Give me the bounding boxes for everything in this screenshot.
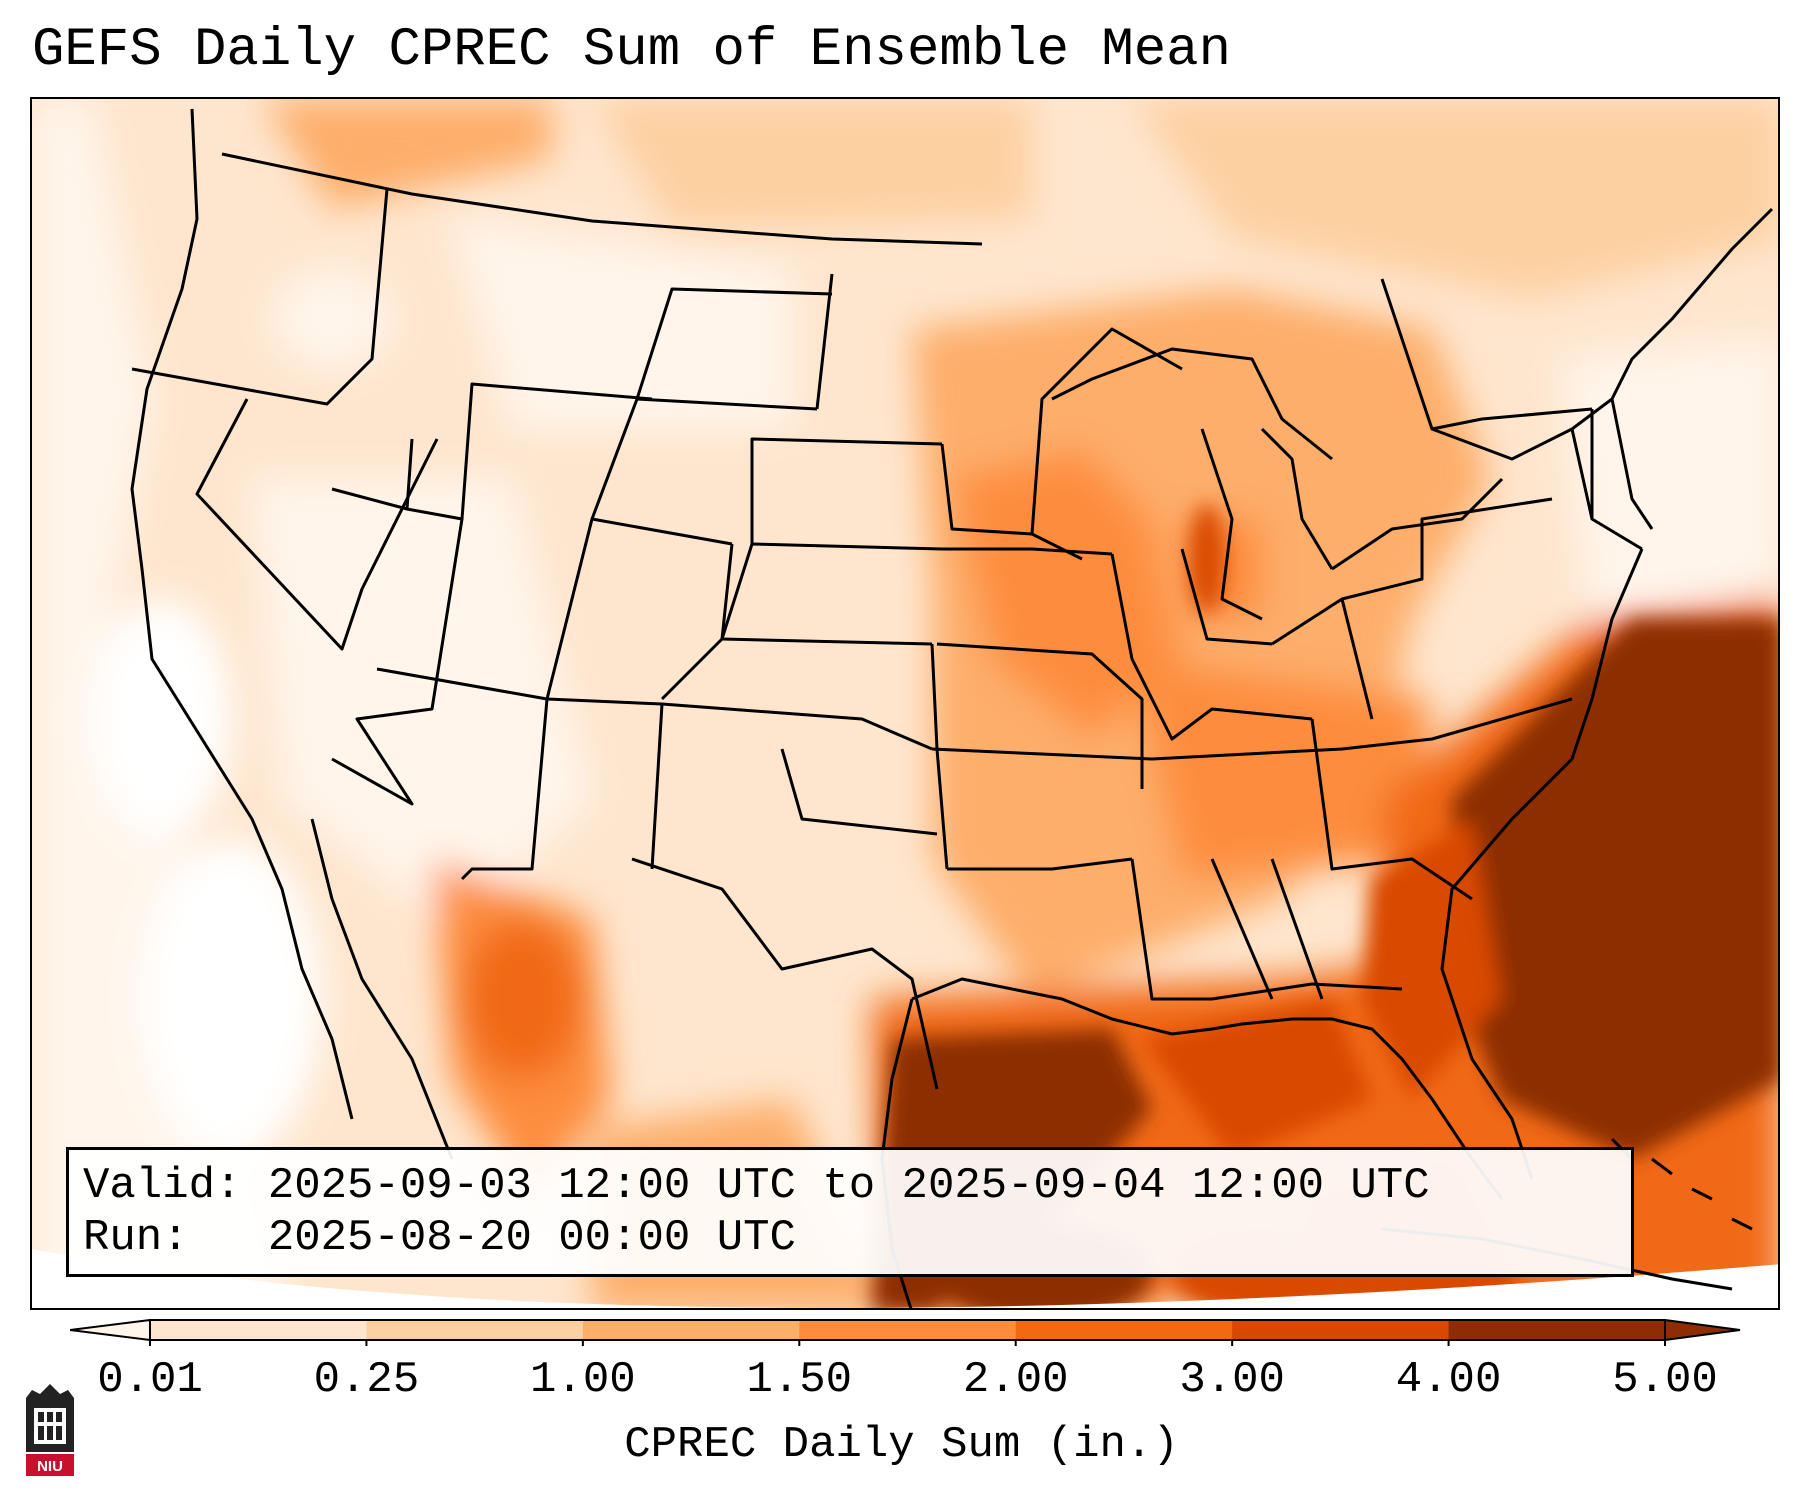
colorbar [70, 1318, 1741, 1346]
valid-run-box: Valid: 2025-09-03 12:00 UTC to 2025-09-0… [66, 1147, 1634, 1277]
colorbar-extend-high [1664, 1318, 1741, 1342]
svg-text:NIU: NIU [37, 1458, 63, 1475]
great-lakes-shore [1051, 347, 1333, 461]
colorbar-segment [366, 1320, 584, 1340]
colorbar-tick-label: 2.00 [962, 1355, 1069, 1405]
colorbar-label: CPREC Daily Sum (in.) [624, 1420, 1179, 1470]
colorbar-extend-low [70, 1318, 151, 1342]
run-line: Run: 2025-08-20 00:00 UTC [83, 1213, 796, 1263]
colorbar-segment [799, 1320, 1017, 1340]
precipitation-map [30, 97, 1780, 1310]
colorbar-tick-label: 1.50 [746, 1355, 853, 1405]
gulf-coast [911, 977, 1504, 1200]
colorbar-outline [149, 1319, 1666, 1341]
valid-line: Valid: 2025-09-03 12:00 UTC to 2025-09-0… [83, 1161, 1430, 1211]
colorbar-tick-label: 5.00 [1612, 1355, 1718, 1405]
field-atlantic-extreme [1452, 619, 1778, 1159]
colorbar-segment [1232, 1320, 1450, 1340]
colorbar-tick-label: 1.00 [530, 1355, 636, 1405]
field-pacific-white [142, 839, 322, 1159]
field-west-light [252, 479, 592, 929]
colorbar-tick-label: 0.01 [97, 1355, 203, 1405]
niu-logo: NIU [26, 1384, 74, 1476]
colorbar-segment [150, 1320, 367, 1340]
colorbar-tick-label: 3.00 [1179, 1355, 1285, 1405]
map-edge-white [32, 1249, 1778, 1308]
colorbar-segment [1015, 1320, 1233, 1340]
map-title: GEFS Daily CPREC Sum of Ensemble Mean [32, 20, 1231, 81]
east-coast [1440, 548, 1644, 1180]
field-pacific-light [32, 99, 292, 1308]
colorbar-segment [582, 1320, 800, 1340]
colorbar-tick-label: 0.25 [313, 1355, 420, 1405]
colorbar-tick-label: 4.00 [1395, 1355, 1502, 1405]
west-coast [130, 108, 354, 1120]
colorbar-segment [1448, 1320, 1666, 1340]
canada-border [221, 152, 983, 246]
map-canvas [32, 99, 1778, 1308]
